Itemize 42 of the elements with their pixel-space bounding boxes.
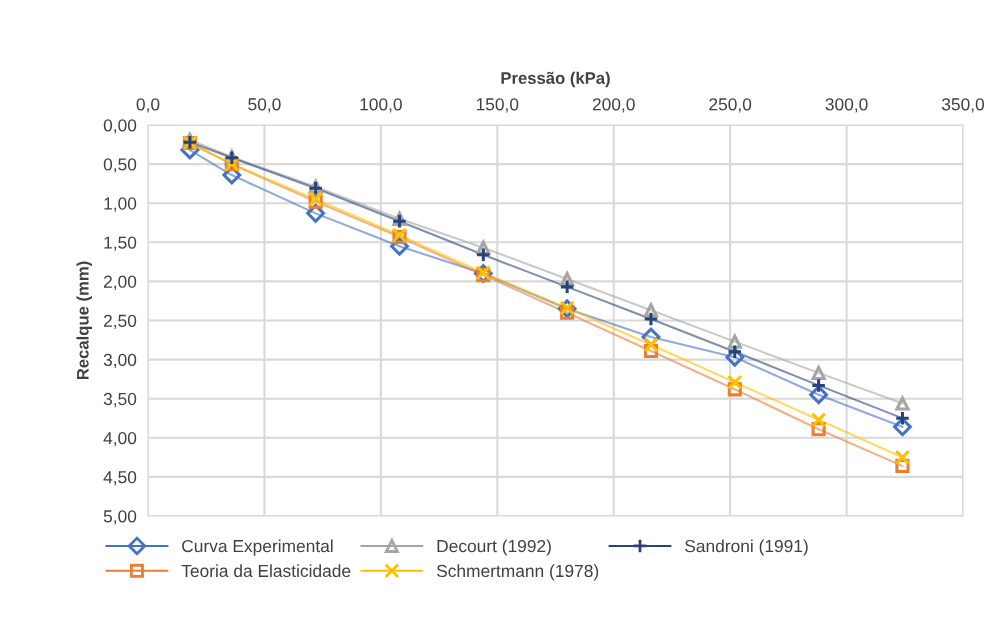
y-tick-label: 3,50 [103, 392, 137, 408]
y-axis-title: Recalque (mm) [76, 261, 92, 380]
legend-label: Decourt (1992) [437, 539, 551, 556]
point [643, 336, 659, 353]
point [475, 247, 492, 263]
point [560, 271, 575, 287]
y-tick-label: 2,00 [103, 275, 137, 290]
x-tick-label: 150,0 [476, 98, 519, 113]
point [893, 417, 912, 437]
x-tick-label: 0,0 [136, 98, 160, 113]
y-tick-label: 1,00 [104, 197, 137, 212]
point [894, 410, 911, 427]
point [809, 385, 829, 405]
point [895, 396, 910, 411]
x-tick-label: 350,0 [941, 98, 985, 113]
legend-label: Teoria da Elasticidade [181, 564, 351, 578]
y-tick-label: 3,00 [103, 353, 137, 369]
x-tick-label: 300,0 [825, 98, 868, 113]
y-tick-label: 1,50 [104, 236, 137, 251]
legend-label: Schmertmann (1978) [436, 564, 599, 581]
y-tick-label: 5,00 [103, 510, 137, 525]
point [810, 412, 827, 428]
x-axis-title: Pressão (kPa) [501, 71, 610, 88]
point [643, 311, 659, 327]
point [810, 377, 827, 394]
legend-label: Curva Experimental [182, 539, 333, 556]
x-tick-label: 250,0 [709, 98, 752, 113]
y-tick-label: 4,00 [103, 431, 137, 447]
y-tick-label: 4,50 [103, 471, 137, 486]
legend-label: Sandroni (1991) [685, 539, 808, 556]
point [727, 374, 743, 391]
point [643, 303, 659, 318]
point [727, 334, 742, 349]
x-tick-label: 50,0 [248, 98, 281, 113]
point [894, 449, 911, 466]
y-tick-label: 0,00 [103, 119, 137, 134]
x-tick-label: 100,0 [360, 98, 402, 113]
x-tick-label: 200,0 [592, 98, 635, 113]
point [559, 279, 575, 295]
point [811, 365, 826, 380]
y-tick-label: 2,50 [103, 314, 137, 330]
y-tick-label: 0,50 [103, 158, 137, 173]
